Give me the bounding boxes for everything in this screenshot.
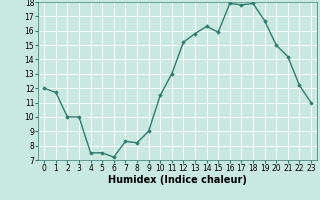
X-axis label: Humidex (Indice chaleur): Humidex (Indice chaleur) [108, 175, 247, 185]
